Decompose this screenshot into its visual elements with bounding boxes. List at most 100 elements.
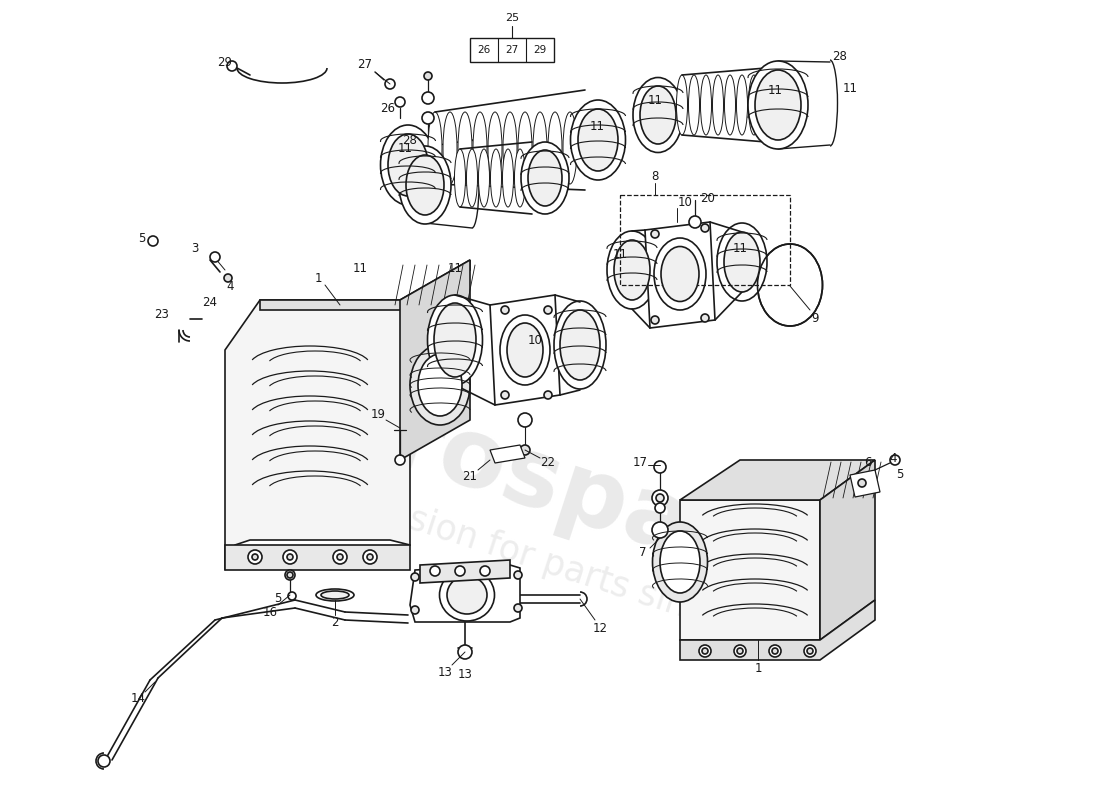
Circle shape [252, 554, 258, 560]
Ellipse shape [399, 146, 451, 224]
Circle shape [651, 230, 659, 238]
Circle shape [422, 112, 435, 124]
Ellipse shape [534, 112, 547, 184]
Text: 27: 27 [505, 45, 518, 55]
Text: 13: 13 [458, 669, 472, 682]
Text: 28: 28 [403, 134, 417, 146]
Ellipse shape [500, 315, 550, 385]
Circle shape [430, 566, 440, 576]
Text: 25: 25 [505, 13, 519, 23]
Ellipse shape [652, 522, 707, 602]
Text: 11: 11 [352, 262, 367, 274]
Circle shape [858, 479, 866, 487]
Ellipse shape [571, 100, 626, 180]
Text: 11: 11 [590, 121, 605, 134]
Ellipse shape [466, 149, 477, 207]
Circle shape [224, 274, 232, 282]
Text: 11: 11 [448, 262, 462, 274]
Text: 11: 11 [613, 247, 627, 261]
Circle shape [288, 592, 296, 600]
Text: 2: 2 [331, 615, 339, 629]
Circle shape [287, 572, 293, 578]
Circle shape [480, 566, 490, 576]
Text: 29: 29 [218, 55, 232, 69]
Ellipse shape [758, 244, 823, 326]
Text: 13: 13 [438, 666, 452, 678]
Polygon shape [226, 300, 410, 570]
Polygon shape [490, 295, 560, 405]
Circle shape [701, 224, 710, 232]
Text: 20: 20 [701, 191, 715, 205]
Ellipse shape [454, 149, 465, 207]
Text: 10: 10 [528, 334, 542, 346]
Ellipse shape [316, 589, 354, 601]
Circle shape [698, 645, 711, 657]
Circle shape [769, 645, 781, 657]
Ellipse shape [607, 231, 657, 309]
Circle shape [395, 97, 405, 107]
Text: 11: 11 [397, 142, 412, 154]
Ellipse shape [661, 246, 698, 302]
Text: 5: 5 [274, 591, 282, 605]
Text: 26: 26 [477, 45, 491, 55]
Ellipse shape [406, 155, 444, 215]
Text: 5: 5 [139, 231, 145, 245]
Polygon shape [410, 565, 520, 622]
Bar [620, 195, 790, 285]
Circle shape [385, 79, 395, 89]
Circle shape [514, 604, 522, 612]
Ellipse shape [410, 345, 470, 425]
Circle shape [654, 461, 666, 473]
Circle shape [455, 566, 465, 576]
Circle shape [518, 413, 532, 427]
Ellipse shape [640, 86, 676, 144]
Circle shape [287, 554, 293, 560]
Ellipse shape [654, 238, 706, 310]
Ellipse shape [440, 569, 495, 621]
Circle shape [654, 503, 666, 513]
Circle shape [422, 92, 435, 104]
Ellipse shape [755, 70, 801, 140]
Circle shape [890, 455, 900, 465]
Text: 5: 5 [896, 469, 904, 482]
Text: 4: 4 [227, 281, 233, 294]
Polygon shape [680, 600, 874, 660]
Circle shape [500, 391, 509, 399]
Circle shape [367, 554, 373, 560]
Ellipse shape [701, 75, 712, 135]
Ellipse shape [521, 142, 569, 214]
Ellipse shape [418, 354, 462, 416]
Ellipse shape [632, 78, 683, 153]
Text: 28: 28 [833, 50, 847, 62]
Circle shape [652, 522, 668, 538]
Text: 14: 14 [131, 691, 145, 705]
Polygon shape [400, 260, 470, 460]
Circle shape [689, 216, 701, 228]
Polygon shape [820, 460, 874, 640]
Circle shape [737, 648, 742, 654]
Polygon shape [850, 470, 880, 497]
Circle shape [544, 391, 552, 399]
Ellipse shape [676, 75, 688, 135]
Circle shape [333, 550, 346, 564]
Circle shape [424, 72, 432, 80]
Text: 11: 11 [733, 242, 748, 254]
Ellipse shape [321, 591, 349, 599]
Text: 7: 7 [639, 546, 647, 559]
Polygon shape [680, 500, 820, 640]
Ellipse shape [515, 149, 526, 207]
Ellipse shape [503, 149, 514, 207]
Ellipse shape [458, 112, 472, 184]
Circle shape [458, 645, 472, 659]
Circle shape [544, 306, 552, 314]
Circle shape [651, 316, 659, 324]
Text: 29: 29 [534, 45, 547, 55]
Circle shape [520, 445, 530, 455]
Ellipse shape [713, 75, 724, 135]
Ellipse shape [434, 303, 476, 377]
Circle shape [248, 550, 262, 564]
Text: 19: 19 [371, 407, 385, 421]
Text: 6: 6 [865, 455, 871, 469]
Ellipse shape [428, 295, 483, 385]
Ellipse shape [447, 576, 487, 614]
